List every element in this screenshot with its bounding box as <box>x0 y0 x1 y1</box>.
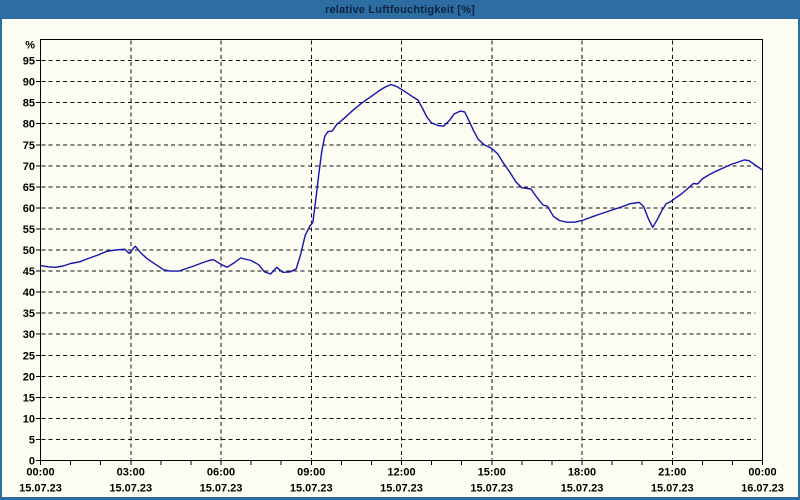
svg-text:85: 85 <box>23 98 35 110</box>
svg-text:03:00: 03:00 <box>117 467 145 479</box>
svg-text:45: 45 <box>23 266 35 278</box>
svg-text:60: 60 <box>23 203 35 215</box>
svg-text:70: 70 <box>23 161 35 173</box>
svg-text:15.07.23: 15.07.23 <box>200 483 243 495</box>
svg-text:50: 50 <box>23 245 35 257</box>
svg-text:5: 5 <box>29 434 35 446</box>
svg-text:00:00: 00:00 <box>26 467 54 479</box>
svg-text:15: 15 <box>23 392 35 404</box>
svg-text:09:00: 09:00 <box>297 467 325 479</box>
svg-text:15.07.23: 15.07.23 <box>380 483 423 495</box>
svg-text:12:00: 12:00 <box>387 467 415 479</box>
svg-text:25: 25 <box>23 350 35 362</box>
svg-text:30: 30 <box>23 329 35 341</box>
svg-text:15.07.23: 15.07.23 <box>561 483 604 495</box>
svg-text:15.07.23: 15.07.23 <box>651 483 694 495</box>
svg-text:35: 35 <box>23 308 35 320</box>
svg-text:00:00: 00:00 <box>748 467 776 479</box>
svg-text:40: 40 <box>23 287 35 299</box>
humidity-chart: 0 5 10 15 20 25 30 35 40 45 50 55 60 65 70 75 80 85 90 95% 0… <box>19 39 784 495</box>
svg-text:20: 20 <box>23 371 35 383</box>
svg-text:80: 80 <box>23 119 35 131</box>
window-border-bottom <box>0 497 800 500</box>
svg-text:65: 65 <box>23 182 35 194</box>
svg-text:90: 90 <box>23 77 35 89</box>
svg-text:55: 55 <box>23 224 35 236</box>
svg-text:06:00: 06:00 <box>207 467 235 479</box>
svg-text:95: 95 <box>23 56 35 68</box>
svg-text:10: 10 <box>23 413 35 425</box>
title-bar: relative Luftfeuchtigkeit [%] <box>0 0 800 19</box>
svg-text:15.07.23: 15.07.23 <box>290 483 333 495</box>
window-title: relative Luftfeuchtigkeit [%] <box>324 3 476 16</box>
svg-text:15.07.23: 15.07.23 <box>19 483 62 495</box>
window-border-right <box>798 19 800 500</box>
svg-text:%: % <box>25 40 35 52</box>
svg-text:0: 0 <box>29 456 35 468</box>
svg-text:15.07.23: 15.07.23 <box>109 483 152 495</box>
svg-text:16.07.23: 16.07.23 <box>741 483 784 495</box>
svg-text:15:00: 15:00 <box>478 467 506 479</box>
window-border-left <box>0 19 2 500</box>
svg-text:75: 75 <box>23 140 35 152</box>
svg-text:15.07.23: 15.07.23 <box>470 483 513 495</box>
svg-text:21:00: 21:00 <box>658 467 686 479</box>
svg-text:18:00: 18:00 <box>568 467 596 479</box>
